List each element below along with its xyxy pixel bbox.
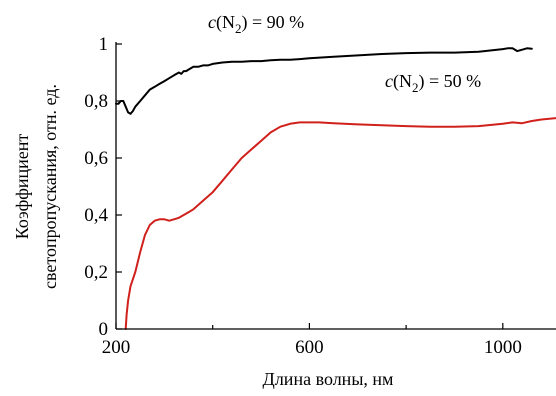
x-tick-label-1: 600 [295, 337, 324, 358]
y-axis-title-line-0: Коэффициент [12, 134, 32, 240]
annotation-sub-1: 2 [412, 80, 419, 95]
y-tick-label-0: 0 [99, 319, 109, 340]
annotation-open-1: (N [393, 71, 412, 92]
y-tick-label-1: 0,2 [84, 262, 108, 283]
annotation-1: c(N2) = 50 % [385, 71, 481, 95]
annotation-open-0: (N [216, 12, 235, 33]
y-tick-label-4: 0,8 [84, 91, 108, 112]
axes [115, 42, 556, 330]
annotation-close-0: ) = 90 % [242, 12, 305, 33]
series-line-1 [124, 117, 556, 330]
y-tick-label-5: 1 [99, 34, 109, 55]
y-axis-title-line-1: светопропускания, отн. ед. [40, 84, 60, 289]
y-tick-label-2: 0,4 [84, 205, 108, 226]
x-tick-label-2: 1000 [484, 337, 522, 358]
annotation-var-1: c [385, 71, 393, 91]
labels: 0 0,2 0,4 0,6 0,8 1 200 600 1000 Длина волны, нм К… [12, 12, 522, 389]
annotation-0: c(N2) = 90 % [208, 12, 304, 36]
x-tick-label-0: 200 [102, 337, 131, 358]
x-axis-title: Длина волны, нм [263, 369, 394, 389]
y-tick-label-3: 0,6 [84, 148, 108, 169]
annotation-sub-0: 2 [235, 21, 242, 36]
plot-area [115, 47, 556, 330]
annotation-close-1: ) = 50 % [419, 71, 482, 92]
series-line-0 [115, 47, 533, 115]
annotation-var-0: c [208, 12, 216, 32]
